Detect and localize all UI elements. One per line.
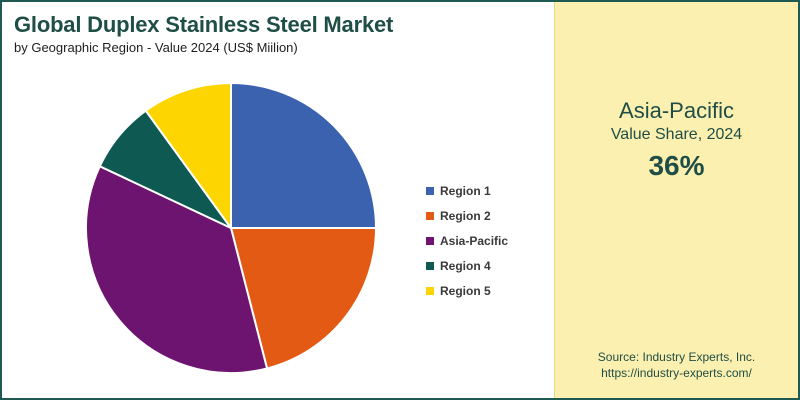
pie-slice-asia-pacific — [85, 164, 269, 374]
legend-item-region-1: Region 1 — [426, 178, 508, 203]
highlight-panel: Asia-Pacific Value Share, 2024 36% Sourc… — [554, 2, 798, 398]
source-url[interactable]: https://industry-experts.com/ — [601, 366, 752, 380]
legend-swatch — [426, 186, 434, 195]
pie-slice-region-5 — [144, 81, 232, 232]
legend-label: Asia-Pacific — [440, 233, 509, 248]
pie-slice-region-1 — [230, 81, 378, 229]
legend-label: Region 4 — [440, 258, 491, 273]
legend-item-region-5: Region 5 — [426, 278, 508, 303]
legend-label: Region 5 — [440, 283, 491, 298]
source-name: Source: Industry Experts, Inc. — [597, 350, 756, 364]
legend-swatch — [426, 211, 434, 220]
legend-label: Region 1 — [440, 183, 491, 198]
highlight-caption: Value Share, 2024 — [610, 126, 743, 143]
highlight-region: Asia-Pacific — [619, 98, 734, 123]
chart-subtitle: by Geographic Region - Value 2024 (US$ M… — [14, 40, 298, 55]
pie-chart — [85, 81, 378, 374]
pie-slice-region-2 — [229, 227, 378, 370]
legend-swatch — [426, 236, 434, 245]
chart-title: Global Duplex Stainless Steel Market — [14, 12, 394, 37]
legend-item-region-4: Region 4 — [426, 253, 508, 278]
legend-label: Region 2 — [440, 208, 491, 223]
chart-panel: Global Duplex Stainless Steel Market by … — [2, 2, 554, 398]
legend-item-asia-pacific: Asia-Pacific — [426, 228, 508, 253]
legend-swatch — [426, 261, 434, 270]
legend-item-region-2: Region 2 — [426, 203, 508, 228]
highlight-value: 36% — [648, 150, 705, 181]
chart-legend: Region 1 Region 2 Asia-Pacific Region 4 Regi… — [426, 178, 508, 303]
source-note: Source: Industry Experts, Inc. https://i… — [555, 349, 798, 381]
legend-swatch — [426, 286, 434, 295]
